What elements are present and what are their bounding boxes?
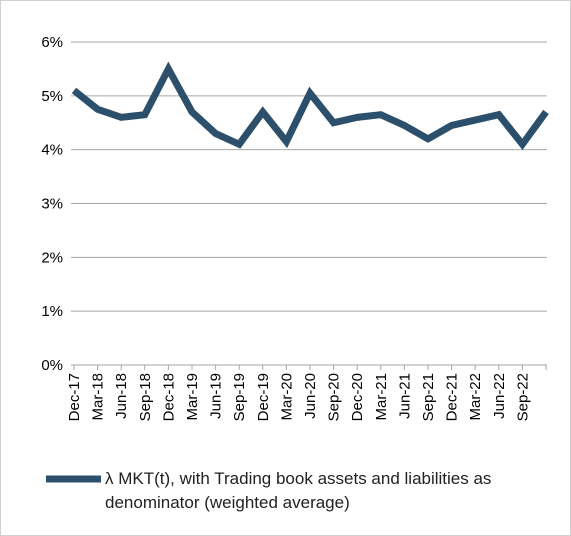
x-tick-label: Dec-17 [66,373,83,421]
y-tick-label: 0% [41,357,63,374]
y-tick-label: 6% [41,34,63,51]
y-tick-label: 1% [41,303,63,320]
x-tick-label: Sep-18 [137,373,154,421]
x-tick-label: Mar-19 [184,373,201,421]
x-tick-label: Dec-18 [160,373,177,421]
y-tick-label: 4% [41,142,63,159]
x-tick-label: Sep-22 [514,373,531,421]
x-tick-label: Jun-22 [491,373,508,419]
legend-label: λ MKT(t), with Trading book assets and l… [105,469,492,512]
x-tick-label: Jun-19 [208,373,225,419]
x-tick-label: Dec-19 [255,373,272,421]
x-tick-label: Jun-21 [396,373,413,419]
y-tick-label: 2% [41,249,63,266]
line-series [71,61,549,151]
y-tick-label: 5% [41,88,63,105]
x-tick-label: Sep-20 [326,373,343,421]
x-tick-label: Mar-22 [467,373,484,421]
x-tick-label: Dec-20 [349,373,366,421]
x-tick-label: Mar-21 [373,373,390,421]
x-tick-label: Jun-18 [113,373,130,419]
y-tick-label: 3% [41,196,63,213]
x-tick-label: Mar-18 [90,373,107,421]
x-tick-label: Mar-20 [278,373,295,421]
x-tick-label: Sep-21 [420,373,437,421]
x-tick-label: Sep-19 [231,373,248,421]
x-tick-label: Jun-20 [302,373,319,419]
x-tick-label: Dec-21 [444,373,461,421]
